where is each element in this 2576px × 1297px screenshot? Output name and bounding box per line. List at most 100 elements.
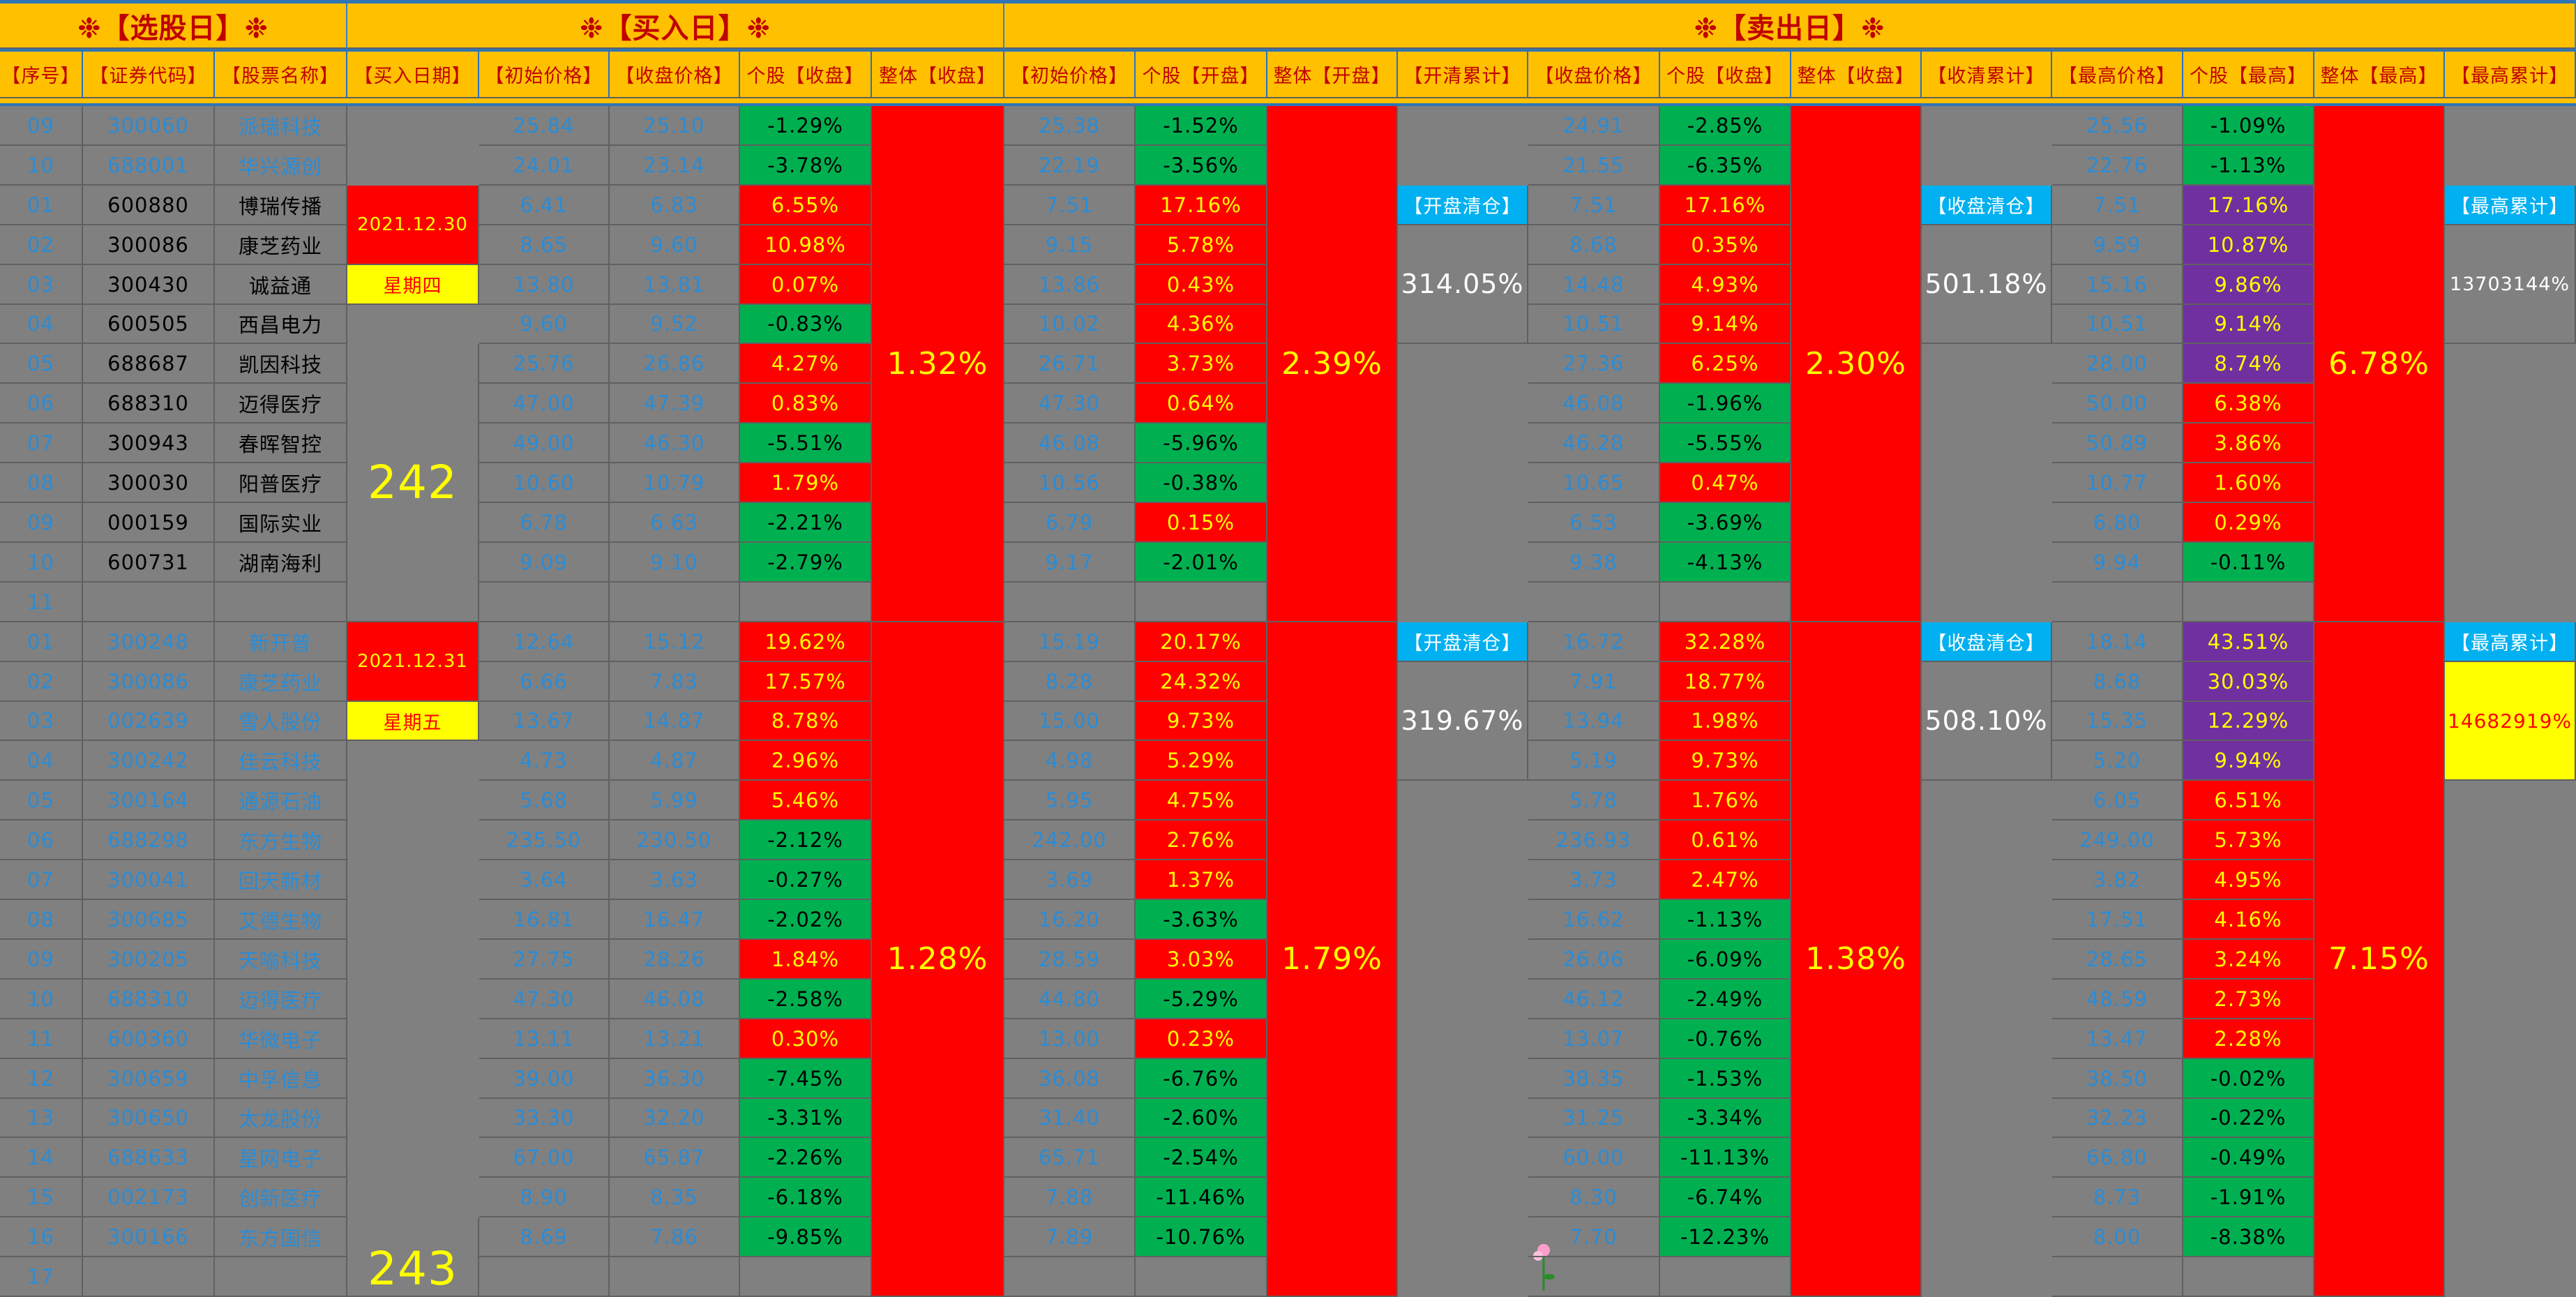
row-code[interactable]: 300943	[83, 423, 215, 463]
row-name[interactable]: 创新医疗	[215, 1178, 347, 1217]
row-high-price[interactable]: 249.00	[2052, 820, 2183, 860]
row-sell-init-price[interactable]: 7.89	[1004, 1217, 1136, 1257]
row-init-price[interactable]: 13.11	[479, 1019, 610, 1059]
row-close-price[interactable]: 15.12	[610, 622, 740, 662]
row-stock-close-return[interactable]: -2.79%	[740, 543, 872, 583]
row-high-price[interactable]: 6.80	[2052, 503, 2183, 543]
row-code[interactable]: 300164	[83, 781, 215, 820]
row-stock-sell-close-return[interactable]: 4.93%	[1660, 265, 1791, 305]
row-code[interactable]: 300060	[83, 106, 215, 146]
column-header[interactable]: 个股【收盘】	[740, 52, 872, 98]
row-stock-close-return[interactable]: -2.26%	[740, 1138, 872, 1178]
row-stock-open-return[interactable]	[1136, 1257, 1267, 1297]
row-high-price[interactable]: 15.16	[2052, 265, 2183, 305]
row-close-price[interactable]: 9.10	[610, 543, 740, 583]
row-high-price[interactable]: 22.76	[2052, 146, 2183, 186]
row-sell-init-price[interactable]: 36.08	[1004, 1059, 1136, 1099]
row-code[interactable]	[83, 1257, 215, 1297]
row-stock-high-return[interactable]: -1.09%	[2183, 106, 2314, 146]
row-stock-high-return[interactable]: 4.16%	[2183, 900, 2314, 940]
row-high-price[interactable]: 66.80	[2052, 1138, 2183, 1178]
row-sell-init-price[interactable]: 6.79	[1004, 503, 1136, 543]
column-header[interactable]: 整体【收盘】	[1791, 52, 1922, 98]
row-sell-close-price[interactable]: 13.94	[1528, 702, 1660, 741]
row-name[interactable]: 国际实业	[215, 503, 347, 543]
row-code[interactable]: 300659	[83, 1059, 215, 1099]
row-stock-high-return[interactable]: -0.11%	[2183, 543, 2314, 583]
row-stock-sell-close-return[interactable]: 17.16%	[1660, 186, 1791, 225]
row-stock-close-return[interactable]: -0.83%	[740, 305, 872, 344]
row-stock-open-return[interactable]: -1.52%	[1136, 106, 1267, 146]
row-high-price[interactable]: 28.65	[2052, 940, 2183, 980]
row-stock-close-return[interactable]: -2.12%	[740, 820, 872, 860]
row-stock-close-return[interactable]: 0.30%	[740, 1019, 872, 1059]
row-code[interactable]: 600731	[83, 543, 215, 583]
row-sell-init-price[interactable]: 16.20	[1004, 900, 1136, 940]
row-code[interactable]: 300248	[83, 622, 215, 662]
row-stock-sell-close-return[interactable]: -4.13%	[1660, 543, 1791, 583]
column-header[interactable]: 【买入日期】	[347, 52, 479, 98]
row-stock-open-return[interactable]: 0.23%	[1136, 1019, 1267, 1059]
row-sell-init-price[interactable]: 47.30	[1004, 384, 1136, 423]
row-name[interactable]: 阳普医疗	[215, 463, 347, 503]
row-seq[interactable]: 03	[0, 702, 83, 741]
row-sell-close-price[interactable]: 60.00	[1528, 1138, 1660, 1178]
row-stock-high-return[interactable]: -0.22%	[2183, 1099, 2314, 1138]
row-stock-open-return[interactable]: 3.03%	[1136, 940, 1267, 980]
overall-open-return[interactable]: 1.79%	[1267, 622, 1398, 1297]
row-stock-open-return[interactable]: -11.46%	[1136, 1178, 1267, 1217]
row-seq[interactable]: 04	[0, 305, 83, 344]
row-code[interactable]: 600505	[83, 305, 215, 344]
row-seq[interactable]: 07	[0, 423, 83, 463]
row-name[interactable]	[215, 1257, 347, 1297]
row-close-price[interactable]: 32.20	[610, 1099, 740, 1138]
row-stock-open-return[interactable]: 9.73%	[1136, 702, 1267, 741]
column-header[interactable]: 【初始价格】	[479, 52, 610, 98]
row-stock-close-return[interactable]: -1.29%	[740, 106, 872, 146]
row-init-price[interactable]: 24.01	[479, 146, 610, 186]
row-init-price[interactable]: 8.69	[479, 1217, 610, 1257]
row-stock-close-return[interactable]: 17.57%	[740, 662, 872, 702]
row-sell-close-price[interactable]: 7.51	[1528, 186, 1660, 225]
row-init-price[interactable]: 25.84	[479, 106, 610, 146]
row-stock-close-return[interactable]: 6.55%	[740, 186, 872, 225]
column-header[interactable]: 【开清累计】	[1398, 52, 1528, 98]
row-name[interactable]: 太龙股份	[215, 1099, 347, 1138]
row-init-price[interactable]: 13.80	[479, 265, 610, 305]
row-high-price[interactable]: 8.73	[2052, 1178, 2183, 1217]
row-stock-open-return[interactable]: -2.60%	[1136, 1099, 1267, 1138]
row-stock-sell-close-return[interactable]: 18.77%	[1660, 662, 1791, 702]
row-high-price[interactable]: 9.59	[2052, 225, 2183, 265]
row-close-price[interactable]: 3.63	[610, 860, 740, 900]
row-stock-open-return[interactable]: -3.63%	[1136, 900, 1267, 940]
row-init-price[interactable]: 49.00	[479, 423, 610, 463]
row-stock-high-return[interactable]: 9.94%	[2183, 741, 2314, 781]
row-high-price[interactable]	[2052, 1257, 2183, 1297]
row-sell-close-price[interactable]: 46.28	[1528, 423, 1660, 463]
buy-date[interactable]: 2021.12.30	[347, 186, 479, 265]
row-seq[interactable]: 09	[0, 503, 83, 543]
row-name[interactable]: 凯因科技	[215, 344, 347, 384]
row-sell-init-price[interactable]: 7.88	[1004, 1178, 1136, 1217]
buy-weekday[interactable]: 星期四	[347, 265, 479, 305]
row-seq[interactable]: 07	[0, 860, 83, 900]
row-stock-high-return[interactable]: 4.95%	[2183, 860, 2314, 900]
row-seq[interactable]: 17	[0, 1257, 83, 1297]
row-close-price[interactable]: 5.99	[610, 781, 740, 820]
row-stock-high-return[interactable]: 0.29%	[2183, 503, 2314, 543]
row-high-price[interactable]: 6.05	[2052, 781, 2183, 820]
overall-open-return[interactable]: 2.39%	[1267, 106, 1398, 622]
row-init-price[interactable]: 39.00	[479, 1059, 610, 1099]
row-sell-init-price[interactable]: 3.69	[1004, 860, 1136, 900]
row-close-price[interactable]: 8.35	[610, 1178, 740, 1217]
row-sell-init-price[interactable]: 9.17	[1004, 543, 1136, 583]
row-sell-close-price[interactable]: 46.08	[1528, 384, 1660, 423]
row-stock-open-return[interactable]	[1136, 583, 1267, 622]
row-close-price[interactable]: 36.30	[610, 1059, 740, 1099]
row-stock-close-return[interactable]: -9.85%	[740, 1217, 872, 1257]
row-stock-close-return[interactable]: -6.18%	[740, 1178, 872, 1217]
row-stock-close-return[interactable]	[740, 583, 872, 622]
row-sell-init-price[interactable]	[1004, 583, 1136, 622]
overall-high-return[interactable]: 7.15%	[2314, 622, 2445, 1297]
row-close-price[interactable]: 23.14	[610, 146, 740, 186]
